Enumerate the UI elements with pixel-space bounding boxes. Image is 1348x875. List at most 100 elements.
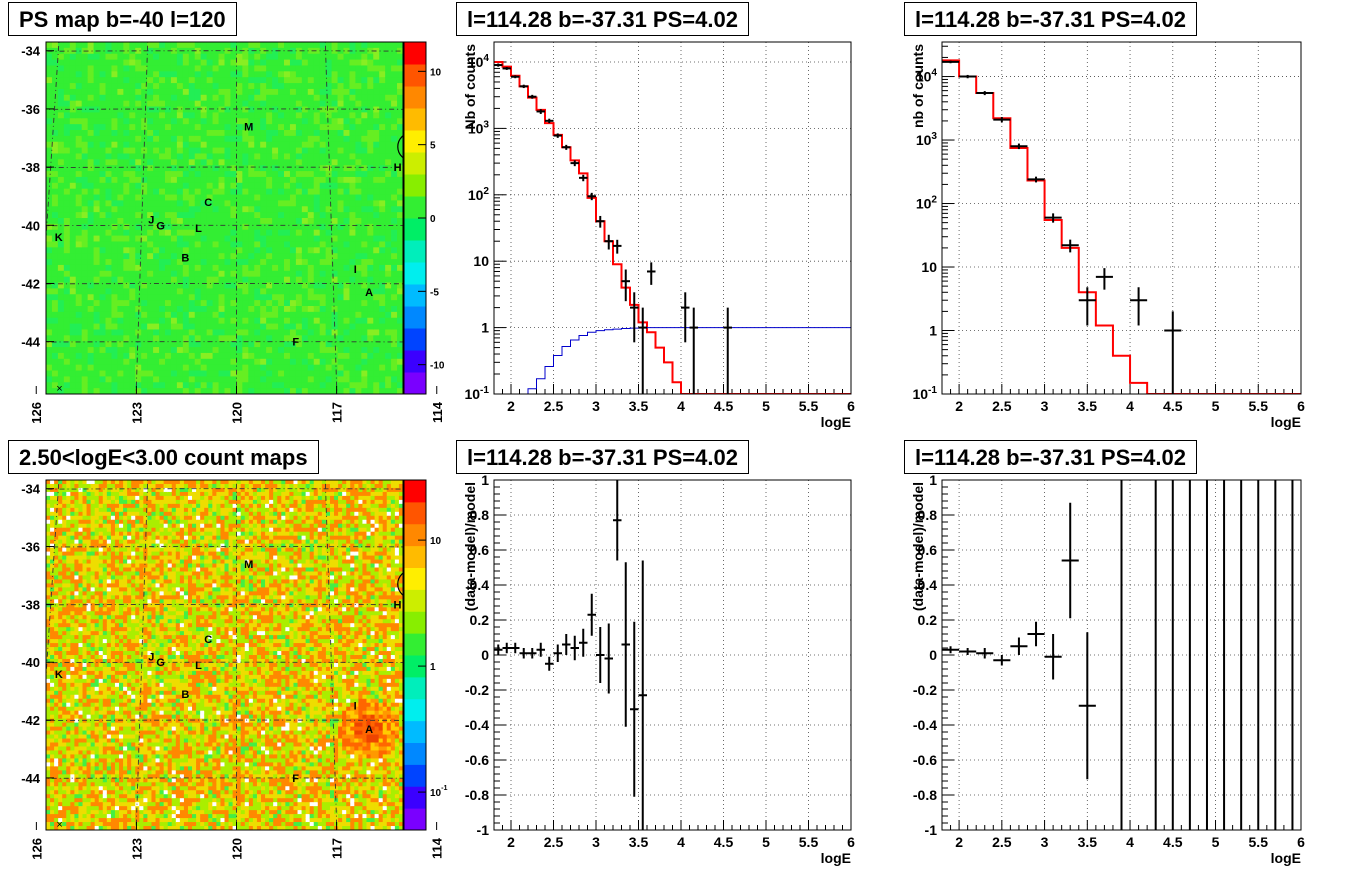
map-pixel — [75, 376, 83, 383]
map-pixel — [147, 135, 154, 143]
map-pixel — [87, 159, 95, 166]
map-pixel — [355, 188, 362, 196]
map-pixel — [337, 106, 345, 113]
map-pixel — [123, 223, 130, 231]
map-pixel — [46, 575, 51, 581]
map-pixel — [50, 619, 55, 624]
map-pixel — [182, 130, 190, 137]
map-pixel — [236, 112, 243, 119]
palette-segment — [404, 284, 426, 307]
map-pixel — [301, 370, 309, 377]
map-pixel — [78, 651, 84, 656]
map-pixel — [361, 347, 368, 354]
map-pixel — [230, 241, 237, 248]
map-pixel — [86, 511, 92, 517]
map-pixel — [141, 218, 148, 225]
map-pixel — [129, 329, 136, 336]
map-pixel — [111, 88, 118, 96]
map-pixel — [93, 206, 101, 213]
map-pixel — [397, 358, 403, 366]
map-pixel — [254, 141, 261, 149]
map-pixel — [129, 241, 136, 248]
map-pixel — [337, 229, 345, 237]
map-pixel — [50, 666, 55, 672]
map-pixel — [57, 311, 65, 319]
map-pixel — [242, 370, 249, 377]
map-pixel — [129, 165, 136, 172]
map-pixel — [54, 718, 59, 724]
map-pixel — [236, 206, 243, 213]
map-pixel — [391, 47, 398, 55]
map-pixel — [188, 212, 196, 219]
map-pixel — [212, 88, 220, 96]
map-pixel — [260, 159, 267, 166]
map-pixel — [165, 200, 172, 207]
map-pixel — [159, 194, 166, 201]
map-pixel — [391, 376, 398, 383]
map-pixel — [319, 106, 327, 113]
map-pixel — [78, 726, 84, 732]
map-pixel — [254, 94, 261, 102]
map-pixel — [51, 317, 59, 325]
map-pixel — [373, 247, 380, 254]
map-pixel — [337, 206, 345, 213]
map-pixel — [87, 294, 95, 301]
map-pixel — [63, 53, 71, 61]
map-pixel — [242, 352, 249, 360]
y-tick-label: 10-1 — [912, 385, 937, 402]
map-pixel — [176, 200, 184, 207]
map-pixel — [254, 341, 261, 348]
map-pixel — [82, 535, 88, 541]
map-pixel — [278, 130, 285, 137]
map-pixel — [319, 59, 327, 67]
map-pixel — [62, 563, 67, 569]
map-pixel — [349, 259, 356, 266]
map-pixel — [82, 758, 88, 763]
map-pixel — [391, 276, 398, 284]
map-pixel — [343, 311, 351, 319]
map-pixel — [289, 94, 297, 102]
map-pixel — [355, 212, 362, 219]
map-pixel — [212, 241, 220, 248]
map-pixel — [301, 135, 309, 143]
map-pixel — [111, 223, 118, 231]
map-pixel — [295, 118, 303, 125]
map-pixel — [46, 212, 53, 219]
map-pixel — [82, 746, 88, 752]
map-pixel — [99, 382, 107, 389]
map-pixel — [57, 358, 65, 366]
map-pixel — [373, 135, 380, 143]
map-pixel — [129, 300, 136, 307]
map-pixel — [105, 147, 113, 155]
map-pixel — [63, 194, 71, 201]
map-pixel — [57, 323, 65, 331]
map-pixel — [153, 282, 160, 289]
map-pixel — [135, 206, 142, 213]
map-pixel — [278, 388, 285, 394]
map-pixel — [135, 47, 142, 55]
map-pixel — [74, 670, 80, 676]
map-pixel — [99, 235, 107, 243]
map-pixel — [74, 579, 80, 585]
map-pixel — [373, 182, 380, 190]
map-pixel — [284, 94, 291, 102]
map-pixel — [54, 547, 59, 553]
map-pixel — [93, 347, 101, 354]
map-pixel — [379, 329, 386, 336]
map-pixel — [165, 264, 172, 272]
map-pixel — [289, 53, 297, 61]
map-pixel — [361, 306, 368, 313]
map-pixel — [159, 306, 166, 313]
map-pixel — [224, 94, 232, 102]
map-pixel — [54, 555, 59, 561]
y-axis-label: Nb of counts — [462, 44, 478, 130]
map-pixel — [93, 71, 101, 78]
map-pixel — [248, 94, 255, 102]
map-pixel — [307, 206, 315, 213]
map-pixel — [319, 171, 327, 178]
map-pixel — [254, 200, 261, 207]
map-pixel — [194, 147, 202, 155]
map-pixel — [46, 527, 51, 533]
map-pixel — [254, 83, 261, 90]
map-pixel — [69, 253, 77, 260]
